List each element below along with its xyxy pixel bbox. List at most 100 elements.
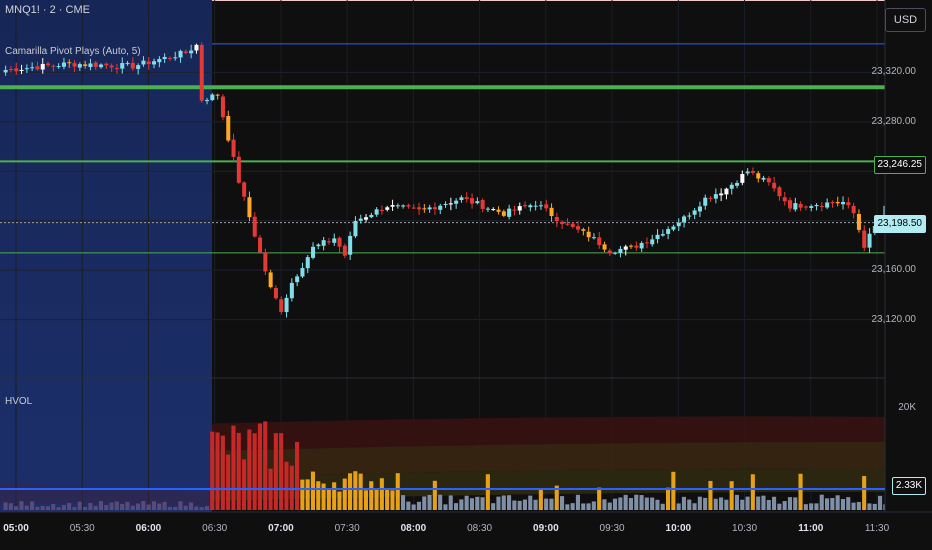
candle-body <box>326 241 331 243</box>
volume-bar <box>162 501 167 510</box>
candle-body <box>231 139 236 157</box>
volume-bar <box>777 503 782 510</box>
time-axis-label: 08:30 <box>467 523 493 534</box>
candle-body <box>210 94 215 101</box>
symbol-title[interactable]: MNQ1! · 2 · CME <box>5 4 90 16</box>
volume-bar <box>840 499 845 510</box>
candle-body <box>846 202 851 206</box>
candle-body <box>766 178 771 183</box>
candle-body <box>35 66 40 70</box>
candle-body <box>851 205 856 214</box>
candle-body <box>51 65 56 67</box>
candle-body <box>152 61 157 65</box>
volume-bar <box>560 496 565 510</box>
candle-body <box>422 208 427 210</box>
candle-body <box>8 68 13 70</box>
volume-band-mid <box>212 441 885 479</box>
volume-bar <box>3 502 8 510</box>
candles <box>3 42 888 318</box>
volume-bar <box>740 499 745 510</box>
candle-body <box>236 156 241 183</box>
volume-bar <box>772 496 777 510</box>
volume-indicator-legend[interactable]: HVOL <box>5 396 33 407</box>
volume-bar <box>507 495 512 510</box>
volume-bar <box>136 503 141 510</box>
volume-bar <box>353 471 358 510</box>
candle-body <box>576 226 581 230</box>
candle-body <box>411 207 416 209</box>
volume-bar <box>787 497 792 510</box>
candle-body <box>157 59 162 63</box>
candle-body <box>114 68 119 70</box>
volume-bar <box>713 498 718 510</box>
candle-body <box>597 237 602 246</box>
volume-bar <box>72 507 77 510</box>
volume-bar <box>56 507 61 510</box>
volume-bar <box>671 471 676 510</box>
volume-bar <box>369 481 374 510</box>
candle-body <box>713 194 718 199</box>
volume-bar <box>427 494 432 510</box>
candle-body <box>735 182 740 186</box>
candle-body <box>173 57 178 59</box>
price-axis-bg <box>885 0 932 512</box>
volume-bar <box>242 459 247 510</box>
volume-bar <box>655 499 660 510</box>
candle-body <box>427 207 432 210</box>
candle-body <box>475 201 480 204</box>
volume-bar <box>30 501 35 510</box>
candle-body <box>104 63 109 66</box>
volume-bar <box>438 494 443 510</box>
volume-bar <box>644 497 649 510</box>
candle-body <box>93 62 98 67</box>
indicator-legend[interactable]: Camarilla Pivot Plays (Auto, 5) <box>5 46 141 57</box>
volume-bar <box>443 504 448 510</box>
currency-button[interactable]: USD <box>885 8 926 32</box>
candle-body <box>523 205 528 207</box>
volume-bar <box>199 507 204 510</box>
candle-body <box>77 64 82 68</box>
time-axis-label: 10:30 <box>732 523 758 534</box>
volume-bar <box>597 487 602 510</box>
candle-body <box>761 177 766 180</box>
volume-bar <box>544 498 549 510</box>
volume-bar <box>734 494 739 510</box>
volume-bar <box>750 474 755 510</box>
candle-body <box>167 57 172 59</box>
volume-bar <box>432 480 437 510</box>
volume-bar <box>793 497 798 510</box>
price-axis-label: 23,320.00 <box>871 66 917 78</box>
candle-body <box>533 205 538 207</box>
candle-body <box>528 205 533 208</box>
volume-bar <box>835 495 840 510</box>
candle-body <box>332 238 337 243</box>
volume-bar <box>591 501 596 510</box>
price-tag: 23,246.25 <box>873 155 926 174</box>
time-axis-label: 11:30 <box>864 523 890 534</box>
candle-body <box>464 197 469 199</box>
volume-bar <box>226 454 231 510</box>
candle-body <box>242 182 247 197</box>
volume-bar <box>512 500 517 510</box>
candle-body <box>544 204 549 209</box>
candle-body <box>199 44 204 101</box>
volume-bar <box>708 480 713 510</box>
session-shade <box>0 0 212 512</box>
candle-body <box>554 217 559 222</box>
candle-body <box>432 207 437 210</box>
time-axis-label: 08:00 <box>400 523 427 534</box>
candle-body <box>697 206 702 212</box>
volume-bar <box>24 505 29 510</box>
candle-body <box>676 222 681 227</box>
candle-body <box>342 245 347 256</box>
candle-body <box>194 44 199 51</box>
candle-body <box>99 64 104 68</box>
candle-body <box>311 246 316 258</box>
candle-body <box>215 94 220 96</box>
volume-bar <box>93 505 98 510</box>
volume-bar <box>719 497 724 510</box>
volume-bar <box>676 503 681 510</box>
candle-body <box>825 202 830 208</box>
candle-body <box>480 199 485 209</box>
